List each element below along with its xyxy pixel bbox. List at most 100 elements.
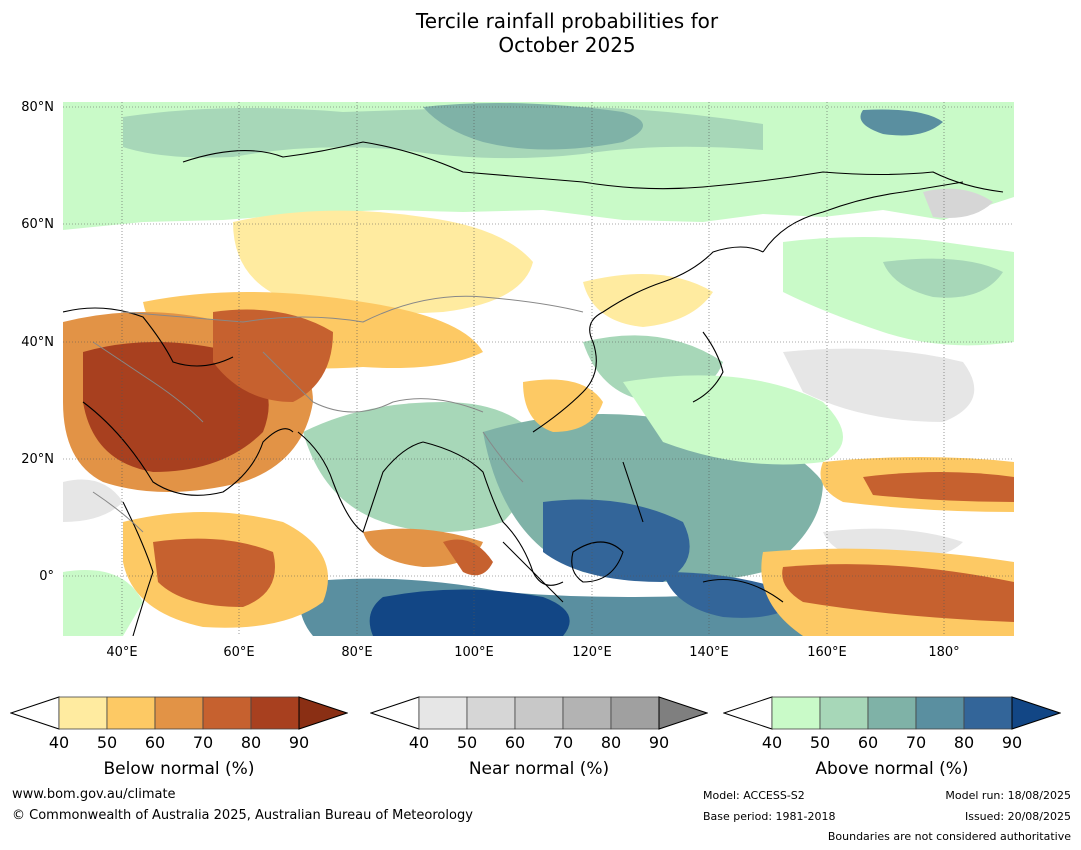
near-swatch-0 (418, 696, 468, 730)
near-region-siberia (923, 188, 993, 218)
coast-borneo (571, 541, 624, 583)
below-swatch-5 (298, 696, 348, 730)
above-swatch-4 (963, 696, 1013, 730)
below-swatch-2 (154, 696, 204, 730)
lon-label-160e: 160°E (807, 645, 847, 660)
boundary-central-asia (122, 295, 584, 323)
near-swatch-5 (658, 696, 708, 730)
above-region-equator-west (63, 570, 143, 636)
near-swatch-2 (514, 696, 564, 730)
below-region-china-north (583, 274, 713, 327)
above-region-bering (883, 258, 1003, 298)
lon-label-180: 180° (928, 645, 960, 660)
below-region-pacific-north-core (863, 472, 1014, 502)
below-region-arabia-core (83, 342, 269, 472)
below-colorbar-title: Below normal (%) (103, 759, 255, 779)
near-tick-90: 90 (648, 733, 670, 752)
lon-label-80e: 80°E (341, 645, 373, 660)
below-colorbar-low-extend (10, 696, 60, 730)
boundaries-disclaimer: Boundaries are not considered authoritat… (827, 830, 1071, 843)
near-tick-50: 50 (456, 733, 478, 752)
above-swatch-5 (1011, 696, 1061, 730)
map-canvas (63, 102, 1014, 636)
lon-label-100e: 100°E (454, 645, 494, 660)
below-tick-80: 80 (240, 733, 262, 752)
above-region-png (663, 572, 803, 618)
below-swatch-0 (58, 696, 108, 730)
above-region-indian-ocean-core (369, 589, 570, 636)
coast-philippines (622, 461, 644, 523)
above-tick-80: 80 (953, 733, 975, 752)
coast-europe-asia (63, 307, 234, 367)
coast-sumatra (502, 541, 564, 603)
above-tick-50: 50 (809, 733, 831, 752)
above-region-kara (860, 109, 943, 136)
coast-arctic (182, 141, 1004, 193)
below-region-sumatra (443, 539, 493, 576)
below-swatch-1 (106, 696, 156, 730)
coast-arabia (82, 401, 294, 496)
lat-label-20n: 20°N (21, 452, 54, 467)
coast-png (702, 579, 784, 603)
below-swatch-4 (250, 696, 300, 730)
lat-label-80n: 80°N (21, 100, 54, 115)
below-tick-40: 40 (48, 733, 70, 752)
near-tick-60: 60 (504, 733, 526, 752)
near-colorbar-title: Near normal (%) (468, 759, 610, 779)
lat-label-60n: 60°N (21, 217, 54, 232)
copyright-text: © Commonwealth of Australia 2025, Austra… (12, 808, 473, 823)
coast-se-asia (422, 441, 564, 586)
base-period-text: Base period: 1981-2018 (703, 810, 836, 823)
above-tick-70: 70 (905, 733, 927, 752)
model-text: Model: ACCESS-S2 (703, 789, 805, 802)
above-region-maritime (543, 499, 690, 582)
below-swatch-3 (202, 696, 252, 730)
below-region-mongolia (233, 210, 533, 314)
near-tick-70: 70 (552, 733, 574, 752)
near-swatch-3 (562, 696, 612, 730)
near-normal-colorbar (370, 696, 708, 730)
coast-east-africa (122, 501, 154, 636)
below-normal-regions (63, 210, 1014, 636)
near-region-africa-east (63, 479, 123, 522)
below-region-east-africa-core (153, 538, 275, 607)
map-title: Tercile rainfall probabilities for Octob… (0, 9, 1081, 57)
lat-label-40n: 40°N (21, 335, 54, 350)
above-swatch-3 (915, 696, 965, 730)
above-swatch-1 (819, 696, 869, 730)
issued-text: Issued: 20/08/2025 (964, 810, 1071, 823)
lat-label-0: 0° (39, 569, 54, 584)
boundary-indochina (482, 431, 524, 483)
below-region-pacific-south-core (782, 564, 1014, 622)
boundary-africa (92, 491, 144, 533)
title-line-2: October 2025 (498, 33, 636, 57)
below-tick-60: 60 (144, 733, 166, 752)
below-normal-colorbar (10, 696, 348, 730)
above-colorbar-title: Above normal (%) (815, 759, 969, 779)
below-tick-90: 90 (288, 733, 310, 752)
above-swatch-2 (867, 696, 917, 730)
title-line-1: Tercile rainfall probabilities for (415, 9, 719, 33)
near-tick-80: 80 (600, 733, 622, 752)
above-tick-40: 40 (761, 733, 783, 752)
model-run-text: Model run: 18/08/2025 (945, 789, 1071, 802)
rainfall-probability-map (63, 102, 1014, 636)
near-colorbar-low-extend (370, 696, 420, 730)
above-tick-60: 60 (857, 733, 879, 752)
above-region-pacific-west (623, 375, 843, 465)
lon-label-120e: 120°E (572, 645, 612, 660)
above-region-arctic-dark (423, 103, 643, 150)
above-tick-90: 90 (1001, 733, 1023, 752)
coast-kamchatka (762, 181, 964, 253)
coastlines (63, 141, 1004, 636)
map-gridlines (63, 102, 1014, 636)
coast-japan (692, 331, 724, 403)
website-link[interactable]: www.bom.gov.au/climate (12, 787, 176, 802)
above-normal-regions (63, 102, 1014, 636)
below-region-bay (363, 528, 483, 567)
lon-label-140e: 140°E (689, 645, 729, 660)
below-region-iran (213, 309, 333, 402)
boundary-middle-east (92, 341, 204, 423)
near-tick-40: 40 (408, 733, 430, 752)
coast-india (297, 431, 424, 533)
